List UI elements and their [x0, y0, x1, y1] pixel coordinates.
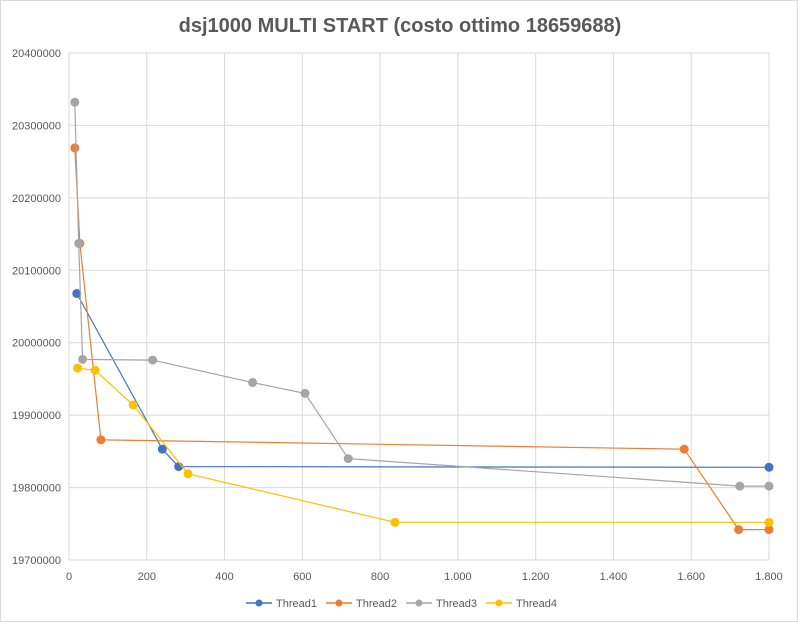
- legend-item: Thread4: [486, 598, 557, 610]
- grid-lines: [68, 52, 770, 561]
- legend-marker: [255, 599, 263, 607]
- data-point: [183, 469, 193, 479]
- data-point: [148, 355, 158, 365]
- axis-tick-labels: 19700000 19800000 19900000 20000000 20100000…: [12, 48, 783, 583]
- series-thread3: [70, 97, 774, 491]
- data-point: [74, 238, 84, 248]
- series-line: [74, 102, 769, 487]
- data-point: [735, 481, 745, 491]
- legend-item: Thread2: [326, 598, 397, 610]
- x-tick-label: 1.800: [755, 571, 783, 583]
- x-tick-label: 200: [138, 571, 156, 583]
- legend: Thread1 Thread2 Thread3 Thread4: [246, 598, 557, 610]
- y-tick-label: 20000000: [12, 338, 61, 350]
- chart-title: dsj1000 MULTI START (costo ottimo 186596…: [178, 15, 622, 37]
- data-point: [734, 525, 744, 535]
- data-point: [73, 363, 83, 373]
- y-tick-label: 20400000: [12, 48, 61, 60]
- data-point: [248, 378, 258, 388]
- data-point: [390, 517, 400, 527]
- x-tick-label: 1.600: [677, 571, 705, 583]
- x-tick-label: 0: [66, 571, 72, 583]
- legend-marker: [415, 599, 423, 607]
- y-tick-label: 20300000: [12, 120, 61, 132]
- legend-marker: [335, 599, 343, 607]
- data-point: [90, 365, 100, 375]
- data-point: [343, 454, 353, 464]
- legend-label: Thread2: [356, 598, 397, 610]
- data-point: [70, 97, 80, 107]
- data-point: [300, 388, 310, 398]
- x-tick-label: 1.200: [522, 571, 550, 583]
- data-point: [764, 525, 774, 535]
- legend-marker: [495, 599, 503, 607]
- legend-item: Thread1: [246, 598, 317, 610]
- data-series: [70, 97, 774, 535]
- legend-label: Thread3: [436, 598, 477, 610]
- x-tick-label: 400: [215, 571, 233, 583]
- x-tick-label: 1.000: [444, 571, 472, 583]
- series-thread2: [70, 143, 774, 535]
- series-thread4: [73, 363, 774, 527]
- data-point: [128, 400, 138, 410]
- y-tick-label: 19800000: [12, 483, 61, 495]
- data-point: [96, 435, 106, 445]
- data-point: [72, 288, 82, 298]
- x-tick-label: 600: [293, 571, 311, 583]
- data-point: [764, 462, 774, 472]
- series-thread1: [72, 288, 774, 472]
- data-point: [157, 444, 167, 454]
- data-point: [679, 444, 689, 454]
- x-tick-label: 800: [371, 571, 389, 583]
- y-tick-label: 19900000: [12, 410, 61, 422]
- series-line: [74, 147, 769, 531]
- y-tick-label: 20200000: [12, 193, 61, 205]
- y-tick-label: 20100000: [12, 265, 61, 277]
- legend-label: Thread1: [276, 598, 317, 610]
- data-point: [764, 481, 774, 491]
- y-tick-label: 19700000: [12, 555, 61, 567]
- legend-label: Thread4: [516, 598, 557, 610]
- data-point: [764, 517, 774, 527]
- legend-item: Thread3: [406, 598, 477, 610]
- x-tick-label: 1.400: [600, 571, 628, 583]
- data-point: [78, 354, 88, 364]
- data-point: [70, 143, 80, 153]
